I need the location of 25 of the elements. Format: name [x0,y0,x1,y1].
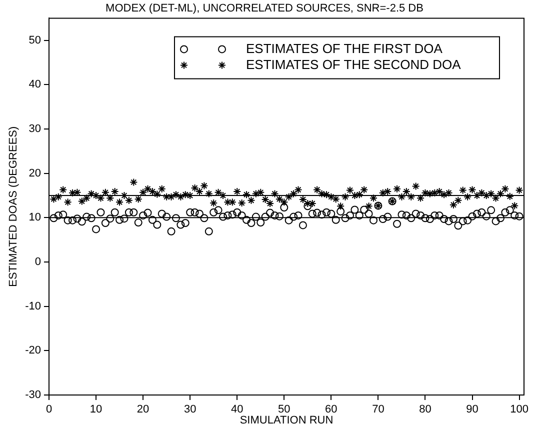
x-tick-label: 50 [278,404,290,416]
x-tick-label: 80 [419,404,432,416]
x-tick-label: 20 [136,404,150,416]
x-tick-label: 40 [230,404,244,416]
y-tick-label: 0 [34,256,41,268]
y-tick-label: 10 [28,212,41,224]
legend-label: ESTIMATES OF THE SECOND DOA [246,56,462,72]
y-axis-title: ESTIMATED DOAS (DEGREES) [8,126,20,287]
chart-title: MODEX (DET-ML), UNCORRELATED SOURCES, SNR=-2.5 DB [106,2,424,15]
y-tick-label: 20 [28,167,41,180]
x-tick-label: 60 [325,404,338,416]
x-tick-label: 90 [466,404,478,416]
x-tick-label: 30 [184,404,196,416]
x-axis-title: SIMULATION RUN [240,414,334,426]
x-tick-label: 10 [90,404,102,416]
y-tick-label: -10 [25,300,41,312]
x-tick-label: 0 [46,404,52,416]
y-tick-label: -30 [25,389,41,402]
y-tick-label: 50 [28,34,41,46]
x-tick-label: 70 [372,404,384,416]
x-tick-label: 100 [510,404,528,416]
y-tick-label: -20 [25,344,41,357]
y-tick-label: 30 [28,123,41,136]
y-tick-label: 40 [28,78,41,91]
legend-label: ESTIMATES OF THE FIRST DOA [246,40,443,56]
